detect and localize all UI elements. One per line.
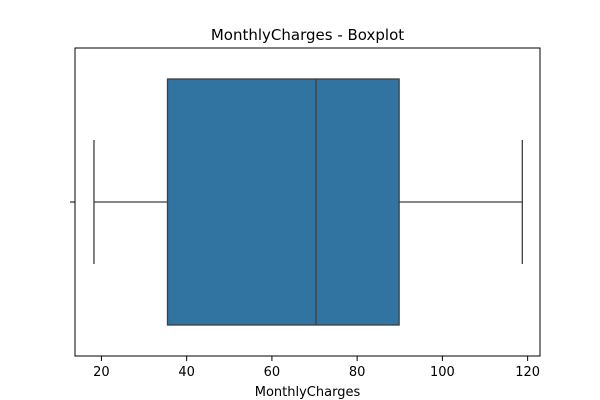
x-axis-ticks: 20 40 60 80 100 120 (93, 356, 540, 380)
x-tick-label: 80 (349, 365, 366, 380)
chart-title: MonthlyCharges - Boxplot (211, 26, 404, 44)
x-tick-label: 100 (430, 365, 455, 380)
x-tick-label: 20 (93, 365, 110, 380)
iqr-box (166, 78, 400, 326)
x-tick-label: 40 (178, 365, 195, 380)
x-tick-label: 60 (264, 365, 281, 380)
x-tick-label: 120 (515, 365, 540, 380)
plot-area (93, 78, 523, 326)
x-axis-label: MonthlyCharges (255, 385, 361, 400)
